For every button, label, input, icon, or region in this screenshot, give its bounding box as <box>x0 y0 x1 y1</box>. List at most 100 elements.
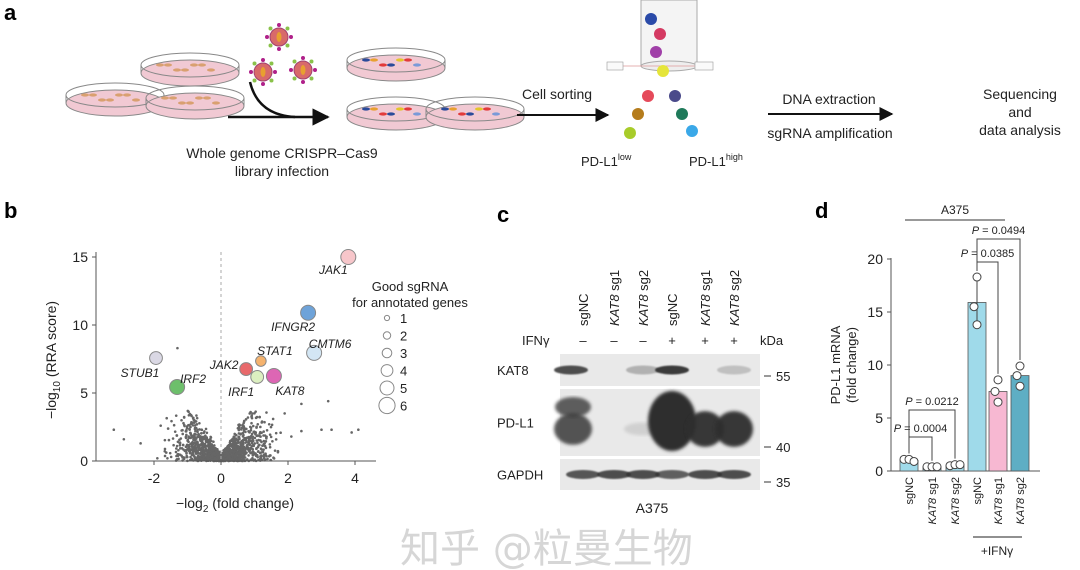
background-gene-point <box>167 438 171 442</box>
dish-rim <box>140 52 240 78</box>
background-gene-point <box>268 443 272 446</box>
background-gene-point <box>178 447 182 450</box>
cell <box>173 68 181 72</box>
background-gene-point <box>175 454 178 458</box>
background-gene-point <box>185 433 188 437</box>
background-gene-point <box>203 451 206 454</box>
protein-band <box>597 470 631 479</box>
background-gene-point <box>268 433 272 436</box>
background-gene-point <box>189 422 193 426</box>
lane-gene: KAT8 <box>636 291 651 326</box>
background-gene-point <box>276 450 280 454</box>
background-gene-point <box>182 421 185 425</box>
x-tick-label: KAT8 sg2 <box>950 477 962 525</box>
background-gene-point <box>165 416 169 420</box>
background-gene-point <box>258 415 261 419</box>
lane-label: KAT8 sg1 <box>607 270 622 326</box>
background-gene-point <box>271 417 275 421</box>
gene-point-kat8 <box>265 368 282 384</box>
background-gene-point <box>221 456 225 460</box>
background-gene-point <box>243 453 246 456</box>
protein-band <box>655 365 689 375</box>
blot-row-label: PD-L1 <box>497 416 534 431</box>
p-symbol: P <box>961 248 969 260</box>
gene-point-stat1 <box>255 355 267 367</box>
background-gene-point <box>195 423 199 426</box>
background-gene-point <box>250 416 254 420</box>
data-point <box>1015 361 1025 371</box>
background-gene-point <box>250 432 254 436</box>
gene-point-jak1 <box>340 249 357 265</box>
background-gene-point <box>196 428 199 432</box>
x-tick-label: 2 <box>284 470 292 486</box>
cell <box>362 107 370 111</box>
x-tick-label: 0 <box>217 470 225 486</box>
virus-spike <box>261 58 265 62</box>
background-gene-point <box>193 445 196 448</box>
background-gene-point <box>320 428 323 432</box>
p-value-label: P = 0.0494 <box>972 225 1026 237</box>
background-gene-point <box>247 439 251 443</box>
background-gene-point <box>270 423 274 427</box>
y-tick-label: 5 <box>875 410 883 426</box>
cell <box>396 107 404 111</box>
background-gene-point <box>185 455 189 459</box>
background-gene-point <box>245 451 248 454</box>
background-gene-point <box>268 445 272 449</box>
background-gene-point <box>191 424 195 427</box>
background-gene-point <box>209 439 213 443</box>
background-gene-point <box>256 455 259 459</box>
lane-label: KAT8 sg2 <box>727 270 742 326</box>
background-gene-point <box>191 417 195 420</box>
dish-base <box>425 103 525 131</box>
x-tick-label: KAT8 sg1 <box>993 477 1005 525</box>
y-tick-label: 10 <box>72 317 88 333</box>
cell <box>203 96 211 100</box>
background-gene-point <box>174 450 178 454</box>
background-gene-point <box>267 422 271 426</box>
dish-rim <box>425 96 525 122</box>
cell <box>123 93 131 97</box>
sorted-cells-icon <box>624 90 698 139</box>
background-gene-point <box>249 436 252 440</box>
gene-label-cmtm6: CMTM6 <box>309 337 352 351</box>
background-gene-point <box>212 440 215 443</box>
x-axis-label: −log2 (fold change) <box>176 495 294 515</box>
cell <box>396 58 404 62</box>
gene-label-stat1: STAT1 <box>257 344 293 358</box>
background-gene-point <box>246 416 250 419</box>
sequencing-label-line3: data analysis <box>979 122 1061 138</box>
background-gene-point <box>207 439 211 442</box>
background-gene-point <box>181 443 185 447</box>
y-tick-label: 10 <box>867 357 883 373</box>
panel-label-b: b <box>4 198 17 223</box>
y-tick-label: 5 <box>80 385 88 401</box>
background-gene-point <box>198 421 201 425</box>
highlighted-genes: JAK1 IFNGR2 CMTM6 STAT1 JAK2 IRF1 KAT8 STUB1 IRF… <box>121 249 357 399</box>
background-gene-point <box>205 431 209 435</box>
size-legend: 1 2 3 4 5 6 <box>378 311 407 415</box>
data-point <box>932 462 942 472</box>
virus-spike <box>313 68 317 72</box>
virus-spike <box>289 68 293 72</box>
background-gene-point <box>200 451 203 455</box>
cell <box>404 107 412 111</box>
background-gene-point <box>195 416 199 420</box>
background-gene-point <box>250 414 254 418</box>
cell <box>370 107 378 111</box>
cell <box>115 93 123 97</box>
background-gene-point <box>199 434 202 438</box>
background-gene-point <box>190 443 194 447</box>
background-gene-point <box>263 458 267 461</box>
background-gene-point <box>357 428 360 432</box>
y-axis-label: −log10 (RRA score) <box>43 301 63 419</box>
marker-kda: 35 <box>776 475 790 490</box>
background-gene-point <box>207 452 211 455</box>
background-gene-point <box>253 436 257 440</box>
background-gene-point <box>225 449 228 453</box>
cell <box>475 107 483 111</box>
gene-point-ifngr2 <box>300 304 317 321</box>
background-gene-point <box>262 439 266 443</box>
background-gene-point <box>227 452 230 456</box>
ifng-sign: – <box>579 333 587 348</box>
